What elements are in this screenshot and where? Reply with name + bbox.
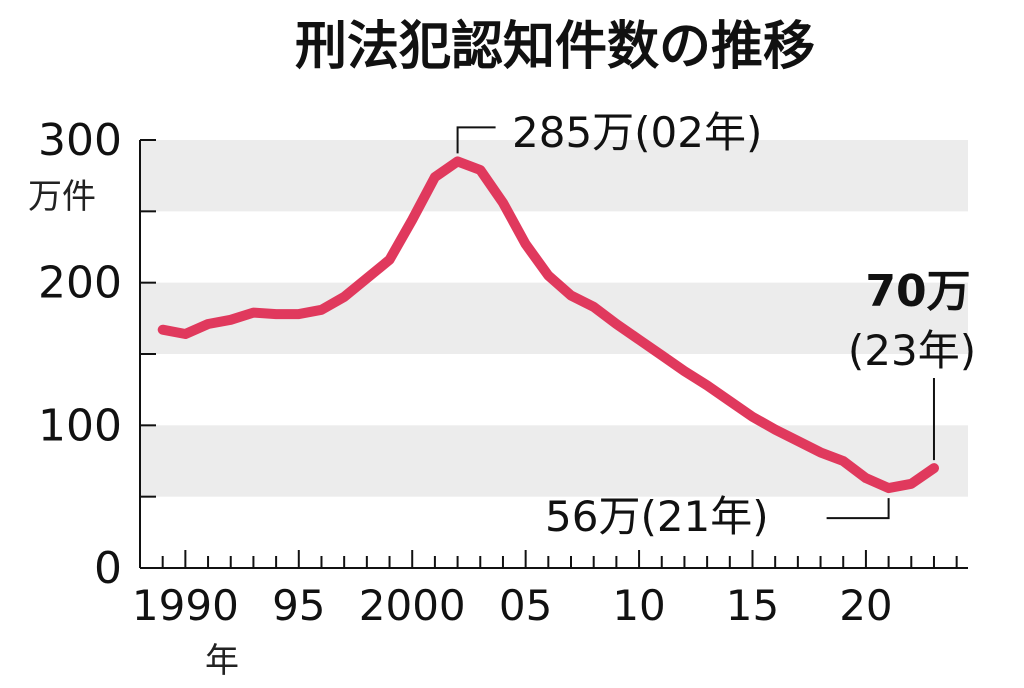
x-tick-label: 2000 — [359, 581, 466, 630]
chart-title: 刑法犯認知件数の推移 — [295, 17, 815, 77]
peak-leader-line — [456, 126, 496, 154]
peak-label: 285万(02年) — [512, 108, 762, 157]
low-leader-line — [826, 498, 890, 520]
x-tick-label: 05 — [499, 581, 552, 630]
latest-value-label: 70万 — [865, 266, 970, 317]
y-tick-label: 0 — [94, 543, 122, 594]
x-tick-label: 10 — [612, 581, 665, 630]
annotations — [456, 126, 935, 520]
axes — [139, 139, 968, 569]
y-tick-labels: 0 100 200 300 — [38, 115, 122, 594]
x-tick-label: 95 — [272, 581, 325, 630]
x-tick-labels: 1990 95 2000 05 10 15 20 — [132, 581, 893, 630]
y-tick-label: 200 — [38, 258, 122, 309]
background-band — [140, 140, 968, 212]
background-bands — [140, 140, 968, 497]
x-tick-label: 20 — [839, 581, 892, 630]
x-tick-label: 15 — [726, 581, 779, 630]
low-label: 56万(21年) — [545, 492, 769, 541]
series-layer — [157, 156, 939, 494]
x-tick-label: 1990 — [132, 581, 239, 630]
y-tick-label: 100 — [38, 400, 122, 451]
series-line — [157, 156, 939, 494]
background-band — [140, 282, 968, 354]
y-tick-label: 300 — [38, 115, 122, 166]
x-axis-unit: 年 — [205, 641, 239, 681]
latest-year-label: (23年) — [848, 326, 976, 375]
y-axis-unit: 万件 — [28, 177, 96, 217]
